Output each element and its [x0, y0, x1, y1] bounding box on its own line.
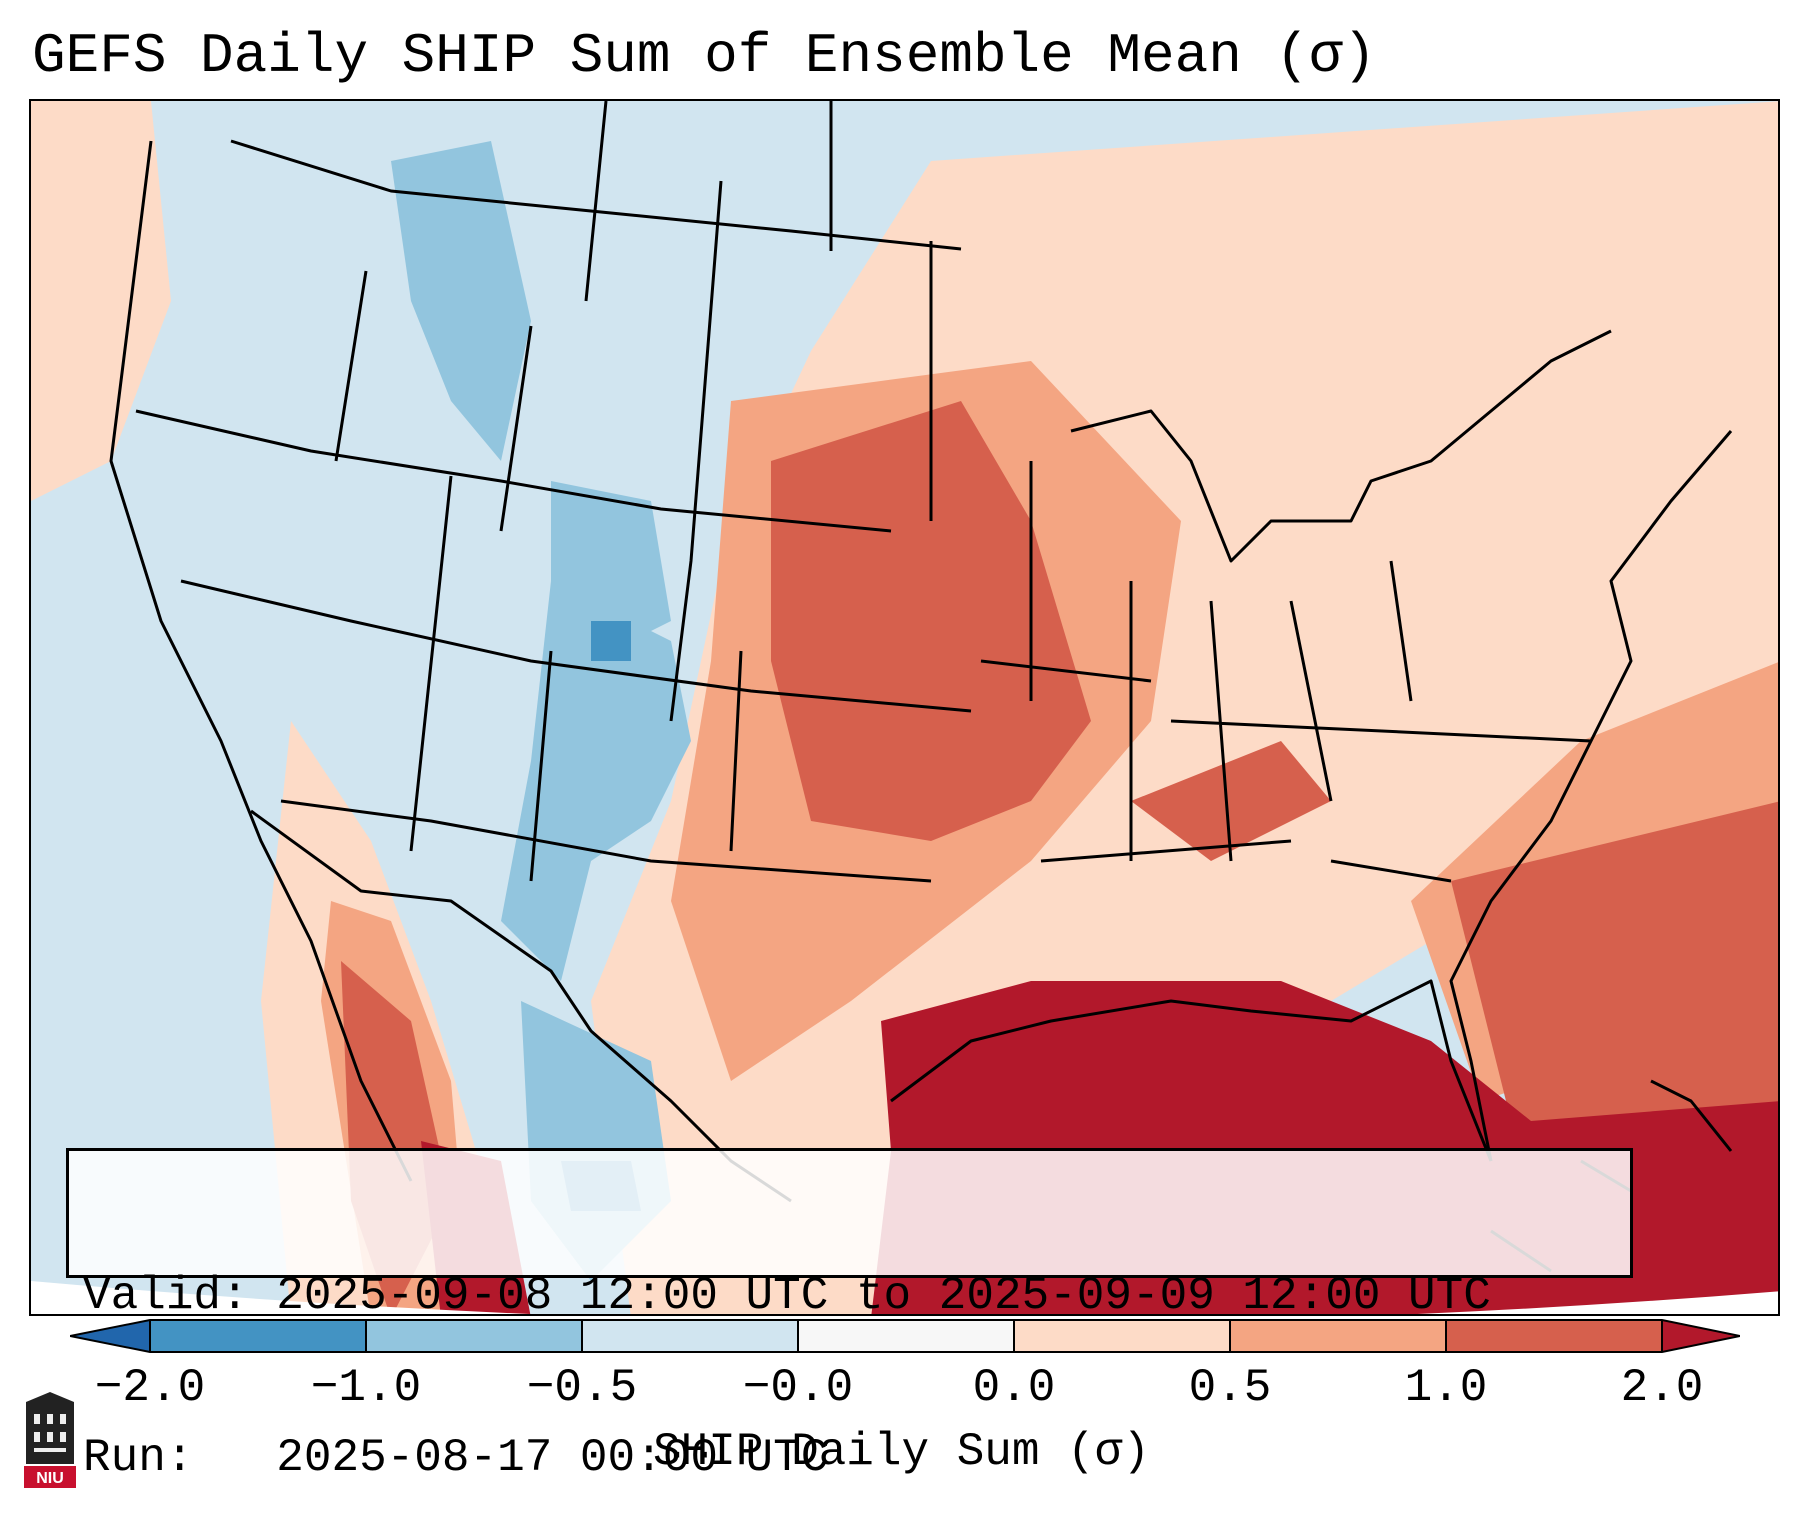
tennessee-strong-region: [1131, 741, 1331, 861]
colorbar-under-arrow: [70, 1320, 150, 1352]
validity-info-box: Valid: 2025-09-08 12:00 UTC to 2025-09-0…: [66, 1148, 1633, 1484]
colorbar-bin: [150, 1320, 366, 1352]
colorbar-bin: [366, 1320, 582, 1352]
logo-text: NIU: [36, 1470, 64, 1487]
colorbar-tick-label: −0.5: [526, 1362, 638, 1414]
colorbar-tick-label: 0.5: [1188, 1362, 1272, 1414]
boundary-line: [280, 799, 932, 883]
boundary-line: [135, 409, 892, 533]
logo-building: [26, 1392, 74, 1464]
great-lakes-shoreline: [1070, 329, 1612, 563]
colorbar-tick-label: −2.0: [94, 1362, 206, 1414]
anomaly-map: [31, 101, 1778, 1314]
colorbar-tick-label: 0.0: [972, 1362, 1056, 1414]
map-panel[interactable]: [29, 99, 1780, 1316]
colorbar-bin: [798, 1320, 1014, 1352]
meridian-boundaries: [334, 101, 933, 882]
run-label: Run:: [83, 1432, 194, 1484]
projection-edge: [31, 1281, 1778, 1314]
colorbar-over-arrow: [1662, 1320, 1740, 1352]
colorbar: [70, 1319, 1740, 1353]
colorbar-bin: [1014, 1320, 1230, 1352]
colorbar-tick-label: −0.0: [742, 1362, 854, 1414]
atlantic-coastline: [1449, 430, 1733, 1162]
colorbar-tick-label: 2.0: [1620, 1362, 1704, 1414]
colorbar-bin: [1446, 1320, 1662, 1352]
run-time-line: Run: 2025-08-17 00:00 UTC: [83, 1431, 1630, 1485]
valid-value: 2025-09-08 12:00 UTC to 2025-09-09 12:00…: [276, 1270, 1491, 1322]
central-plains-strong-region: [771, 401, 1091, 841]
boundary-line: [180, 579, 972, 713]
logo-banner: [24, 1466, 76, 1488]
colorbar-tick-label: −1.0: [310, 1362, 422, 1414]
niu-building-icon: NIU: [24, 1392, 76, 1488]
colorbar-bin: [582, 1320, 798, 1352]
colorbar-bin: [1230, 1320, 1446, 1352]
map-title: GEFS Daily SHIP Sum of Ensemble Mean (σ): [32, 24, 1377, 88]
offshore-strong-region: [1451, 801, 1778, 1201]
gulf-coastline: [890, 979, 1493, 1162]
colorbar-label: SHIP Daily Sum (σ): [653, 1426, 1150, 1478]
run-value: 2025-08-17 00:00 UTC: [276, 1432, 829, 1484]
pacific-warm-region: [31, 101, 171, 501]
valid-label: Valid:: [83, 1270, 249, 1322]
canada-us-border: [230, 139, 962, 251]
idaho-cool-region: [391, 141, 531, 461]
valid-time-line: Valid: 2025-09-08 12:00 UTC to 2025-09-0…: [83, 1269, 1630, 1323]
eastern-state-boundaries: [980, 461, 1592, 883]
colorbar-tick-label: 1.0: [1404, 1362, 1488, 1414]
pacific-coastline: [109, 140, 413, 1182]
colorado-cool-spot: [591, 621, 631, 661]
